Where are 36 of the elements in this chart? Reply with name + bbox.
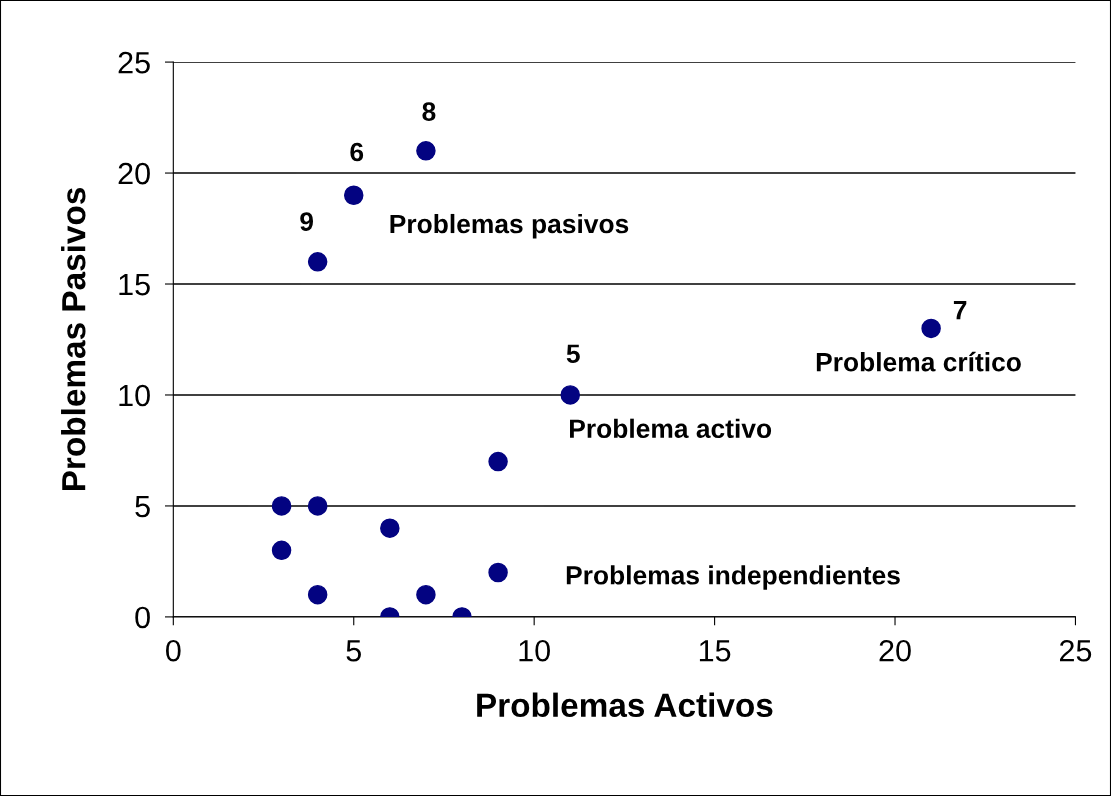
annotation: Problema activo bbox=[570, 418, 772, 439]
point bbox=[271, 496, 292, 516]
annotation: 9 bbox=[300, 212, 314, 231]
point bbox=[416, 584, 436, 605]
point bbox=[307, 584, 328, 605]
point bbox=[380, 518, 400, 538]
x-tick-label: 5 bbox=[346, 640, 361, 662]
point bbox=[560, 385, 581, 405]
annotation: 7 bbox=[953, 301, 967, 320]
point bbox=[343, 185, 364, 205]
annotation: Problema crítico bbox=[816, 351, 1021, 372]
annotation: Problemas pasivos bbox=[390, 213, 629, 239]
x-tick-label: 20 bbox=[879, 639, 911, 662]
x-tick-label: 10 bbox=[519, 639, 550, 662]
point bbox=[307, 496, 328, 516]
annotation: Problemas independientes bbox=[566, 565, 900, 590]
annotation: 8 bbox=[422, 102, 436, 121]
annotation: 5 bbox=[566, 344, 580, 364]
y-tick-label: 0 bbox=[135, 606, 150, 629]
point bbox=[488, 562, 508, 583]
point bbox=[307, 252, 328, 272]
y-axis-title: Problemas Pasivos bbox=[61, 188, 86, 491]
y-tick-label: 10 bbox=[119, 384, 150, 407]
point bbox=[488, 451, 508, 472]
y-tick-label: 15 bbox=[119, 274, 150, 296]
y-tick-label: 5 bbox=[135, 495, 150, 518]
x-tick-label: 0 bbox=[166, 639, 181, 662]
point bbox=[416, 141, 436, 161]
x-axis-title: Problemas Activos bbox=[477, 692, 773, 718]
x-tick-label: 25 bbox=[1059, 639, 1092, 662]
y-tick-label: 25 bbox=[118, 51, 150, 74]
point bbox=[921, 318, 941, 339]
point bbox=[271, 540, 292, 561]
y-tick-label: 20 bbox=[118, 162, 150, 185]
x-tick-label: 15 bbox=[699, 640, 731, 662]
annotation: 6 bbox=[350, 142, 364, 162]
